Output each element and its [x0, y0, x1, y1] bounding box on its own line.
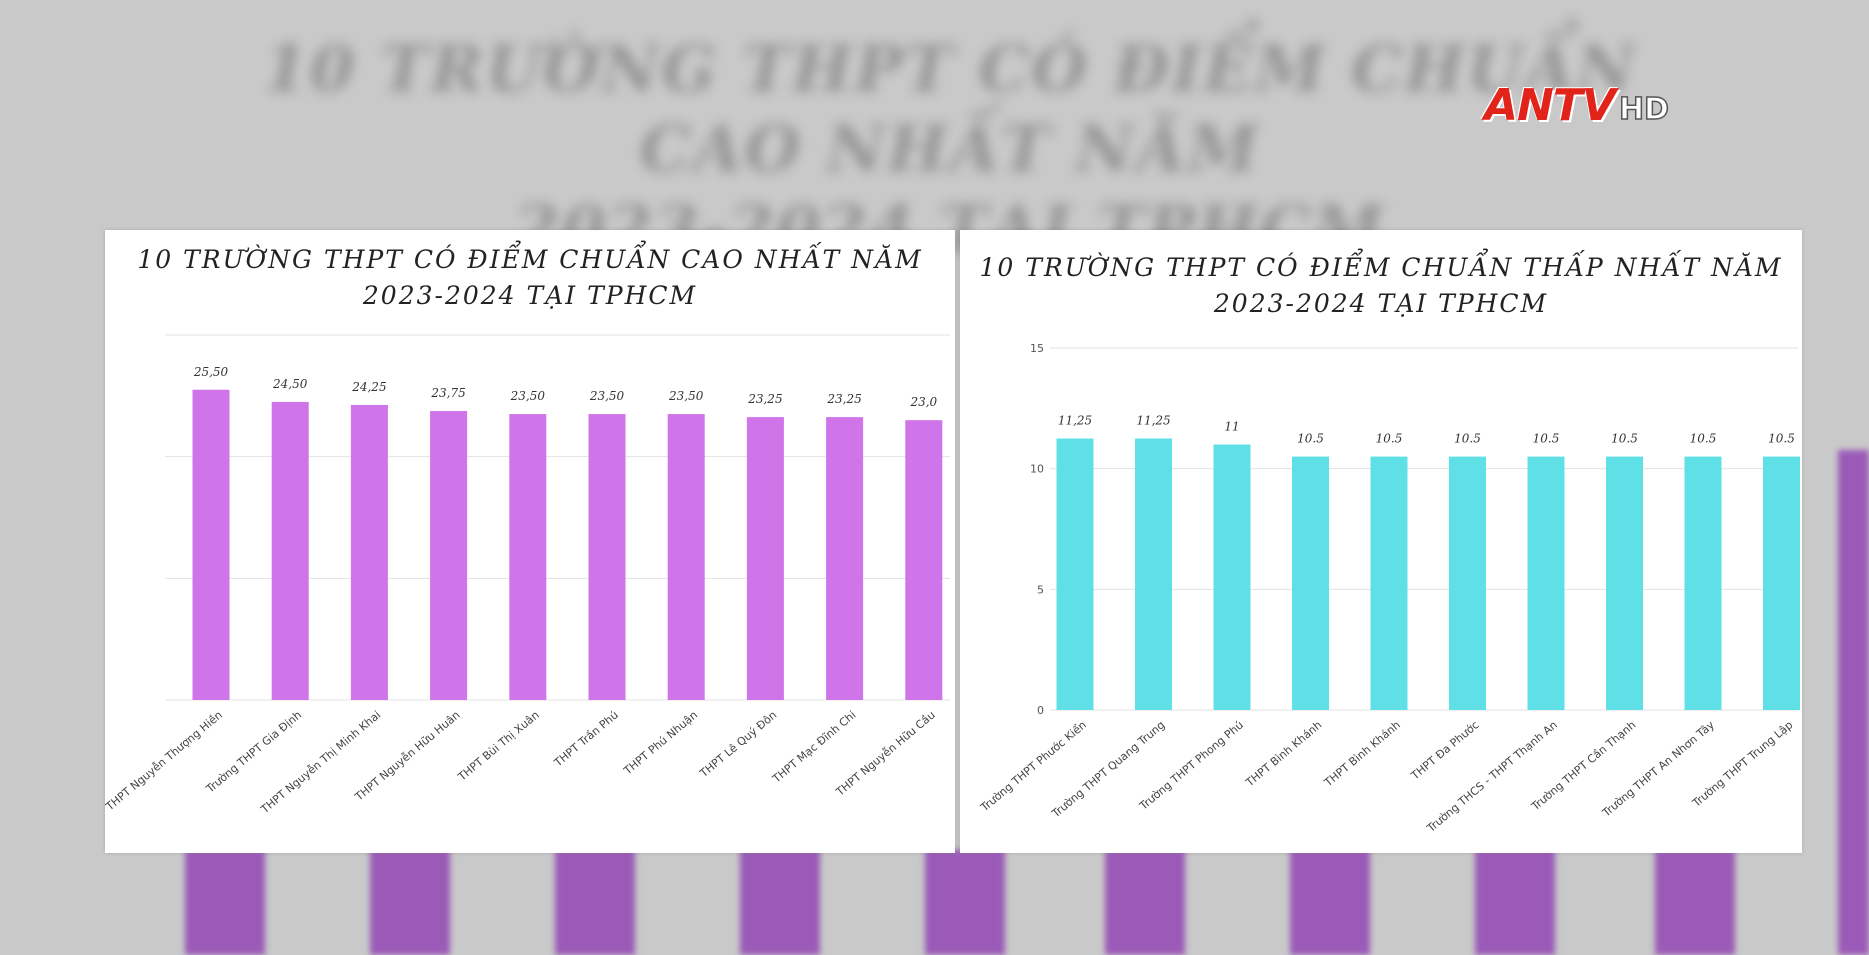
bar	[1135, 438, 1172, 710]
bar	[905, 420, 943, 700]
data-label: 24,50	[272, 377, 308, 391]
background-bar	[1475, 850, 1555, 955]
category-label: THPT Bùi Thị Xuân	[455, 708, 542, 784]
bar	[1213, 444, 1251, 710]
bar	[746, 417, 784, 700]
data-label: 10.5	[1690, 432, 1717, 446]
background-bar	[1655, 850, 1735, 955]
bar	[1292, 456, 1329, 710]
background-bars	[0, 850, 1869, 955]
background-bar	[925, 850, 1005, 955]
chart-title-lowest: 10 TRƯỜNG THPT CÓ ĐIỂM CHUẨN THẤP NHẤT N…	[979, 253, 1783, 318]
data-label: 10.5	[1454, 432, 1481, 446]
background-bar	[1105, 850, 1185, 955]
data-label: 24,25	[351, 380, 386, 394]
category-label: THPT Bình Khánh	[1243, 718, 1325, 790]
category-label: Trường THCS - THPT Thạnh An	[1424, 718, 1560, 835]
bar	[1527, 456, 1565, 710]
data-label: 11,25	[1136, 414, 1170, 428]
category-label: THPT Bình Khánh	[1321, 718, 1403, 790]
bar	[588, 414, 626, 700]
bar	[1056, 438, 1094, 710]
background-bar	[185, 850, 265, 955]
background-bar	[1290, 850, 1370, 955]
data-label: 23,25	[747, 392, 782, 406]
data-label: 11,25	[1058, 414, 1092, 428]
background-title: 10 TRƯỜNG THPT CÓ ĐIỂM CHUẨN CAO NHẤT NĂ…	[200, 30, 1700, 270]
data-label: 23,50	[589, 389, 625, 403]
data-label: 10.5	[1376, 432, 1403, 446]
ytick-label: 15	[1030, 342, 1044, 355]
bar	[1449, 456, 1486, 710]
bar	[509, 414, 547, 700]
bar	[667, 414, 705, 700]
data-label: 23,0	[909, 395, 937, 409]
bar	[1370, 456, 1408, 710]
background-title-line1: 10 TRƯỜNG THPT CÓ ĐIỂM CHUẨN CAO NHẤT NĂ…	[263, 32, 1637, 187]
data-label: 10.5	[1611, 432, 1638, 446]
background-edge-bar	[1838, 450, 1869, 955]
data-label: 11	[1224, 420, 1239, 434]
category-label: THPT Đa Phước	[1408, 718, 1481, 783]
data-label: 10.5	[1533, 432, 1560, 446]
logo-sub-text: HD	[1618, 91, 1670, 128]
bar	[826, 417, 864, 700]
bar	[350, 404, 388, 700]
bar	[192, 389, 230, 700]
data-label: 25,50	[193, 365, 229, 379]
ytick-label: 10	[1030, 463, 1044, 476]
background-bar	[740, 850, 820, 955]
bar	[1763, 456, 1800, 710]
data-label: 23,25	[826, 392, 861, 406]
category-label: THPT Trần Phú	[551, 708, 621, 770]
bar	[1606, 456, 1643, 710]
bar	[430, 411, 468, 700]
category-label: THPT Nguyễn Thượng Hiền	[105, 708, 225, 814]
data-label: 23,75	[430, 386, 465, 400]
data-label: 10.5	[1297, 432, 1324, 446]
bar	[1684, 456, 1722, 710]
ytick-label: 5	[1037, 583, 1044, 596]
data-label: 23,50	[510, 389, 546, 403]
chart-panel-highest: 10 TRƯỜNG THPT CÓ ĐIỂM CHUẨN CAO NHẤT NĂ…	[105, 230, 955, 853]
background-bar	[370, 850, 450, 955]
logo-main-text: ANTV	[1484, 79, 1616, 131]
data-label: 23,50	[668, 389, 704, 403]
category-label: THPT Mạc Đĩnh Chi	[769, 708, 858, 786]
chart-title-highest: 10 TRƯỜNG THPT CÓ ĐIỂM CHUẨN CAO NHẤT NĂ…	[137, 245, 923, 310]
data-label: 10.5	[1768, 432, 1795, 446]
antv-hd-logo: ANTV HD	[1484, 79, 1729, 131]
category-label: THPT Lê Quý Đôn	[697, 708, 780, 780]
ytick-label: 0	[1037, 704, 1044, 717]
bar	[271, 401, 309, 700]
category-label: THPT Phú Nhuận	[621, 708, 700, 778]
background-bar	[555, 850, 635, 955]
chart-panel-lowest: 10 TRƯỜNG THPT CÓ ĐIỂM CHUẨN THẤP NHẤT N…	[960, 230, 1802, 853]
